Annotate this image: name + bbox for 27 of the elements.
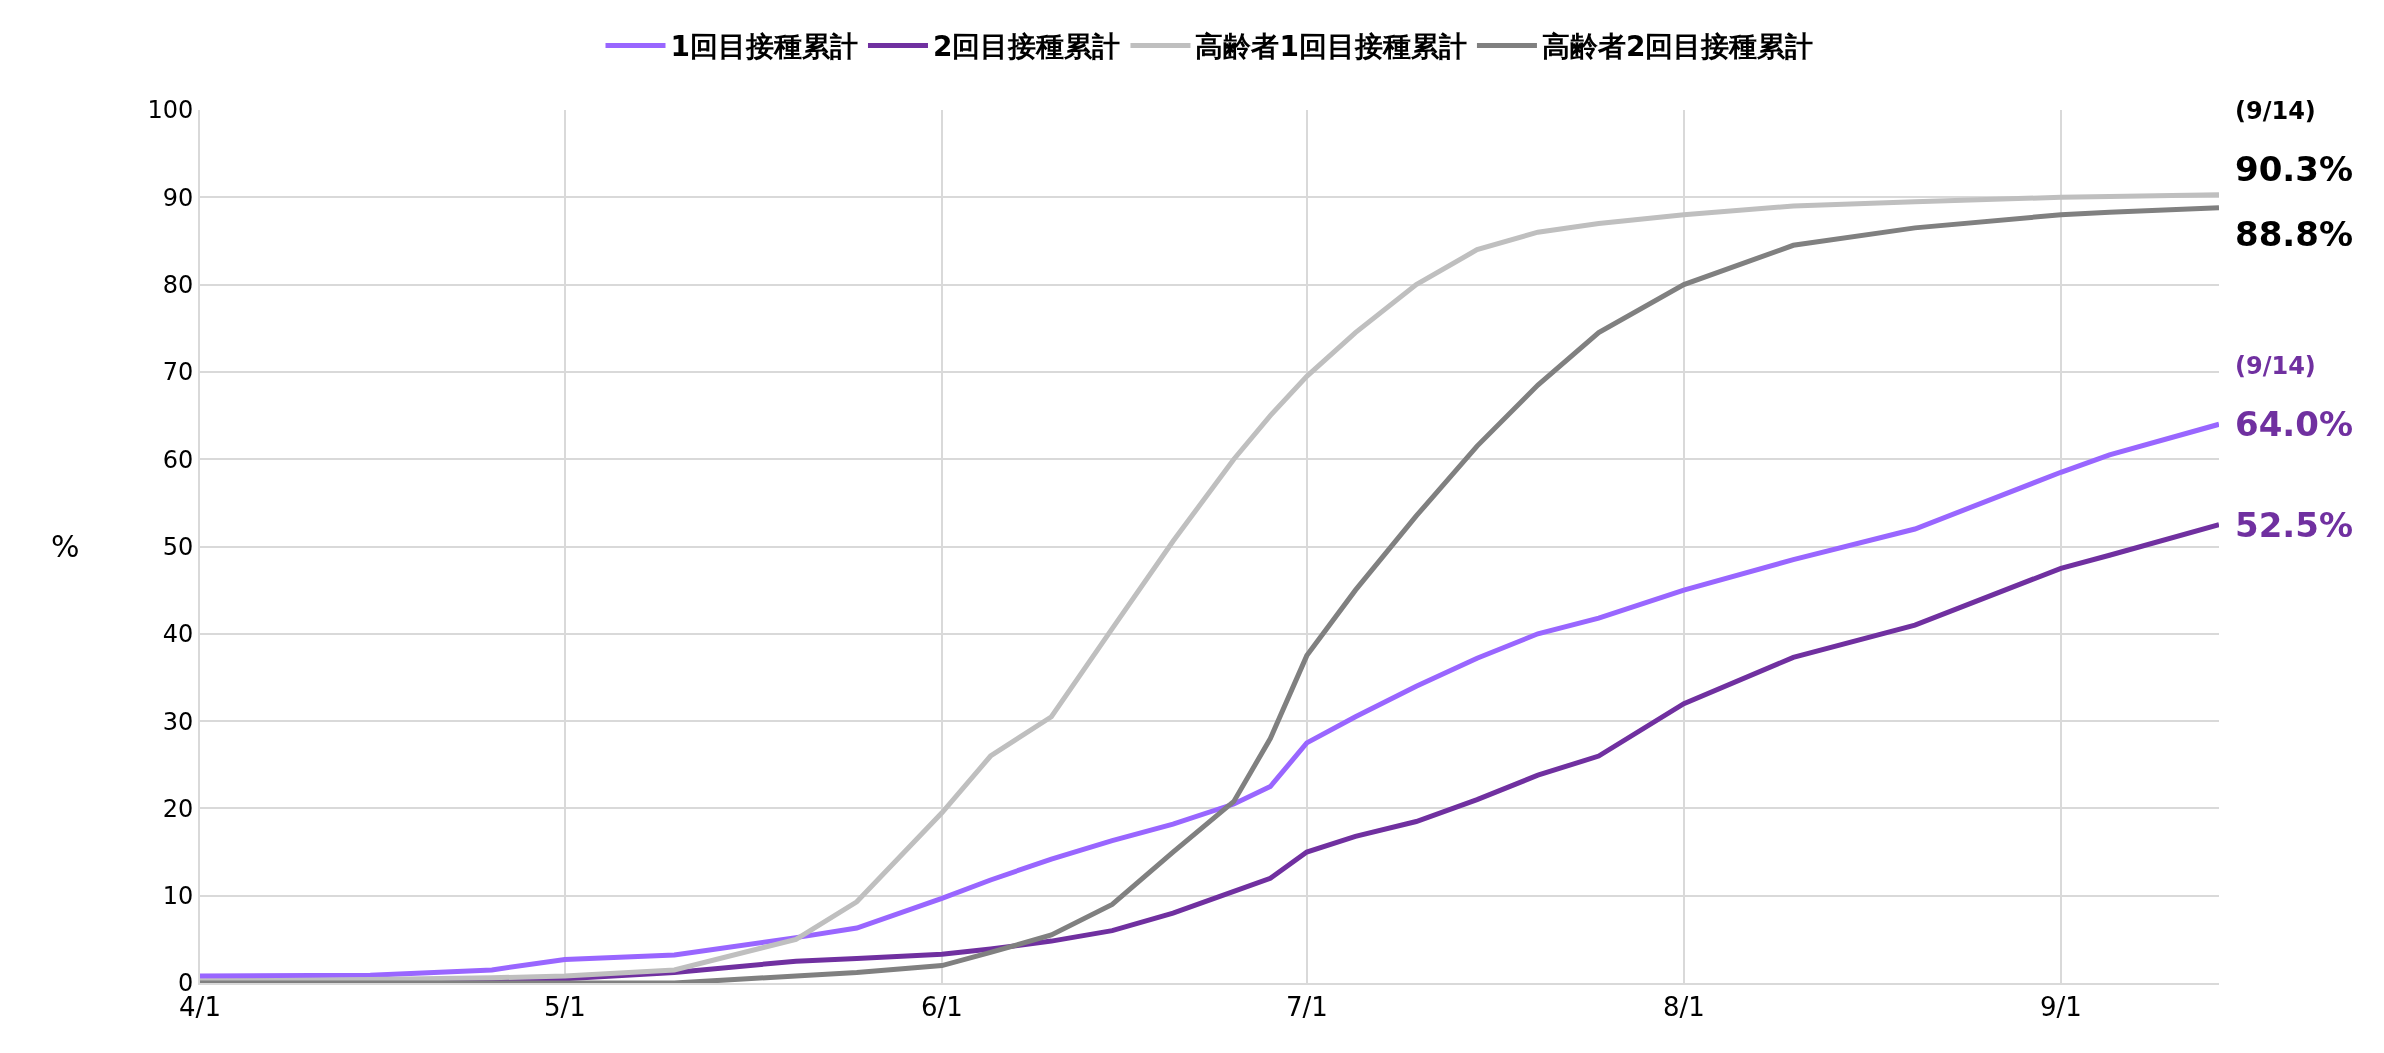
x-tick-label: 9/1 <box>2039 992 2082 1023</box>
text: (9/14) <box>2235 97 2316 125</box>
y-tick-label: 70 <box>162 358 194 387</box>
y-axis-title: % <box>51 529 80 564</box>
y-tick-label: 80 <box>162 271 194 299</box>
y-tick-label: 40 <box>162 620 194 649</box>
y-tick-label: 90 <box>162 183 194 212</box>
annotation: 88.8% <box>2235 214 2353 254</box>
y-tick-label: 30 <box>162 707 194 736</box>
y-tick-label: 20 <box>162 794 194 823</box>
legend-label: 1回目接種累計 <box>670 30 858 64</box>
x-tick-label: 6/1 <box>921 992 963 1023</box>
y-tick-label: 50 <box>162 532 194 561</box>
x-tick-label: 8/1 <box>1662 992 1705 1023</box>
x-tick-label: 7/1 <box>1285 992 1328 1023</box>
legend-label: 高齢者1回目接種累計 <box>1195 30 1467 64</box>
annotation: 90.3% <box>2235 149 2353 189</box>
y-tick-label: 10 <box>162 882 194 911</box>
legend-label: 高齢者2回目接種累計 <box>1541 30 1814 64</box>
text: (9/14) <box>2235 352 2316 380</box>
x-tick-label: 4/1 <box>179 992 221 1023</box>
annotation: 52.5% <box>2235 505 2353 545</box>
y-tick-label: 60 <box>162 445 194 474</box>
legend-label: 2回目接種累計 <box>932 30 1121 64</box>
x-tick-label: 5/1 <box>543 992 586 1023</box>
annotation: 64.0% <box>2235 404 2353 444</box>
y-tick-label: 100 <box>147 96 194 125</box>
